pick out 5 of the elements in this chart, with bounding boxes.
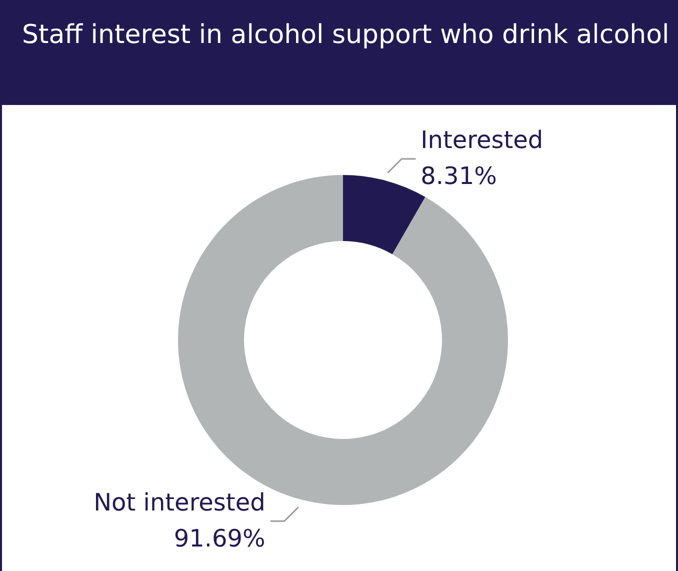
data-label: 8.31% — [420, 162, 497, 190]
chart-title: Staff interest in alcohol support who drink alcohol — [0, 0, 678, 105]
slice-label: Interested — [420, 126, 544, 154]
slice-label: Not interested — [94, 488, 266, 516]
data-label: 91.69% — [174, 524, 266, 552]
